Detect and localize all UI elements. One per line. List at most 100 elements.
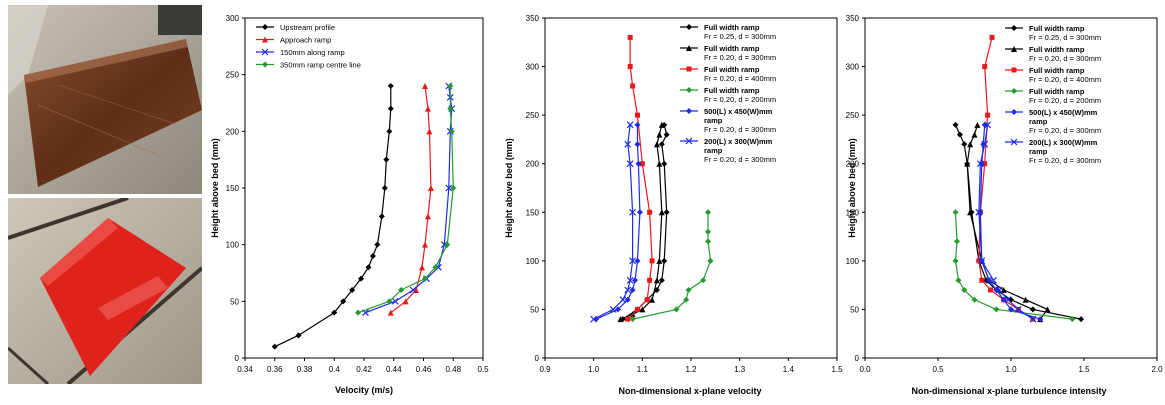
x-tick-label: 1.1: [637, 365, 649, 374]
data-point: [634, 121, 641, 128]
data-point: [634, 306, 640, 312]
data-point: [673, 306, 680, 313]
legend-label: 500(L) x 450(W)mm: [1029, 108, 1098, 117]
y-tick-label: 50: [230, 297, 239, 306]
data-point: [647, 277, 653, 283]
data-point: [639, 306, 646, 313]
data-point: [967, 141, 974, 148]
data-point: [421, 83, 428, 89]
legend-sublabel: Fr = 0.20, d = 200mm: [1029, 96, 1101, 105]
data-point: [685, 287, 692, 293]
y-tick-label: 250: [846, 111, 860, 120]
data-point: [387, 83, 394, 89]
legend-marker: [1010, 138, 1018, 146]
data-point: [656, 131, 663, 138]
data-point: [1014, 306, 1022, 313]
data-point: [705, 238, 712, 245]
legend-label: ramp: [1029, 117, 1048, 126]
legend-marker: [686, 24, 692, 30]
data-point: [989, 34, 995, 40]
data-point: [331, 309, 338, 316]
legend-label: Full width ramp: [1029, 87, 1085, 96]
data-point: [629, 287, 636, 293]
data-point: [358, 275, 365, 282]
series-line: [954, 124, 1082, 320]
red-ramp-photo: [8, 198, 202, 384]
data-point: [421, 275, 428, 282]
x-tick-label: 0.42: [356, 365, 372, 374]
data-point: [447, 83, 454, 89]
data-point: [1022, 296, 1029, 303]
data-point: [635, 160, 642, 167]
data-point: [1008, 306, 1014, 313]
data-point: [365, 264, 372, 271]
x-tick-label: 0.0: [859, 365, 871, 374]
x-tick-label: 1.3: [734, 365, 746, 374]
data-point: [619, 296, 627, 304]
series-line: [365, 85, 453, 314]
data-point: [419, 264, 426, 271]
x-tick-label: 1.0: [588, 365, 600, 374]
x-tick-label: 0.9: [539, 365, 551, 374]
x-tick-label: 1.5: [831, 365, 843, 374]
data-point: [424, 213, 431, 220]
legend-marker: [262, 36, 268, 43]
data-point: [661, 257, 668, 264]
legend-marker: [1011, 25, 1017, 31]
series-line: [595, 124, 641, 320]
legend-label: Full width ramp: [704, 86, 760, 95]
data-point: [355, 309, 362, 316]
data-point: [647, 209, 653, 215]
data-point: [990, 276, 997, 284]
x-axis-label: Non-dimensional x-plane turbulence inten…: [911, 386, 1106, 396]
data-point: [976, 160, 984, 168]
data-point: [1000, 296, 1007, 303]
legend-label: Upstream profile: [280, 23, 335, 32]
data-point: [624, 140, 632, 148]
y-tick-label: 0: [235, 354, 240, 363]
data-point: [295, 332, 302, 339]
data-point: [409, 286, 417, 294]
legend-marker: [686, 66, 692, 72]
data-point: [448, 128, 455, 135]
data-point: [952, 209, 959, 216]
data-point: [993, 306, 1000, 313]
data-point: [427, 185, 434, 191]
series-line: [593, 124, 634, 320]
data-point: [683, 296, 690, 303]
y-tick-label: 200: [846, 160, 860, 169]
data-point: [661, 160, 668, 167]
data-point: [658, 277, 665, 284]
x-tick-label: 0.36: [267, 365, 283, 374]
data-point: [971, 296, 978, 303]
data-point: [386, 298, 393, 305]
legend-sublabel: Fr = 0.20, d = 300mm: [704, 125, 776, 134]
data-point: [707, 257, 714, 264]
data-point: [625, 316, 631, 322]
y-tick-label: 150: [226, 184, 240, 193]
series-line: [954, 212, 1073, 320]
data-point: [1037, 316, 1044, 323]
data-point: [1000, 287, 1007, 293]
y-tick-label: 100: [526, 257, 540, 266]
data-point: [974, 121, 981, 128]
data-point: [975, 208, 983, 216]
data-point: [590, 315, 598, 323]
x-tick-label: 1.5: [1078, 365, 1090, 374]
data-point: [624, 296, 631, 303]
series-line: [978, 124, 1034, 320]
series-line: [978, 37, 1034, 320]
data-point: [658, 141, 665, 148]
legend-marker: [685, 137, 693, 145]
legend-label: Full width ramp: [1029, 24, 1085, 33]
legend-marker: [1011, 109, 1017, 115]
y-axis-label: Height above bed (mm): [847, 138, 857, 238]
data-point: [985, 112, 991, 118]
data-point: [639, 161, 645, 167]
y-tick-label: 350: [846, 14, 860, 23]
y-tick-label: 50: [850, 305, 859, 314]
data-point: [444, 241, 451, 248]
data-point: [995, 286, 1003, 294]
data-point: [424, 105, 431, 112]
y-tick-label: 150: [846, 208, 860, 217]
